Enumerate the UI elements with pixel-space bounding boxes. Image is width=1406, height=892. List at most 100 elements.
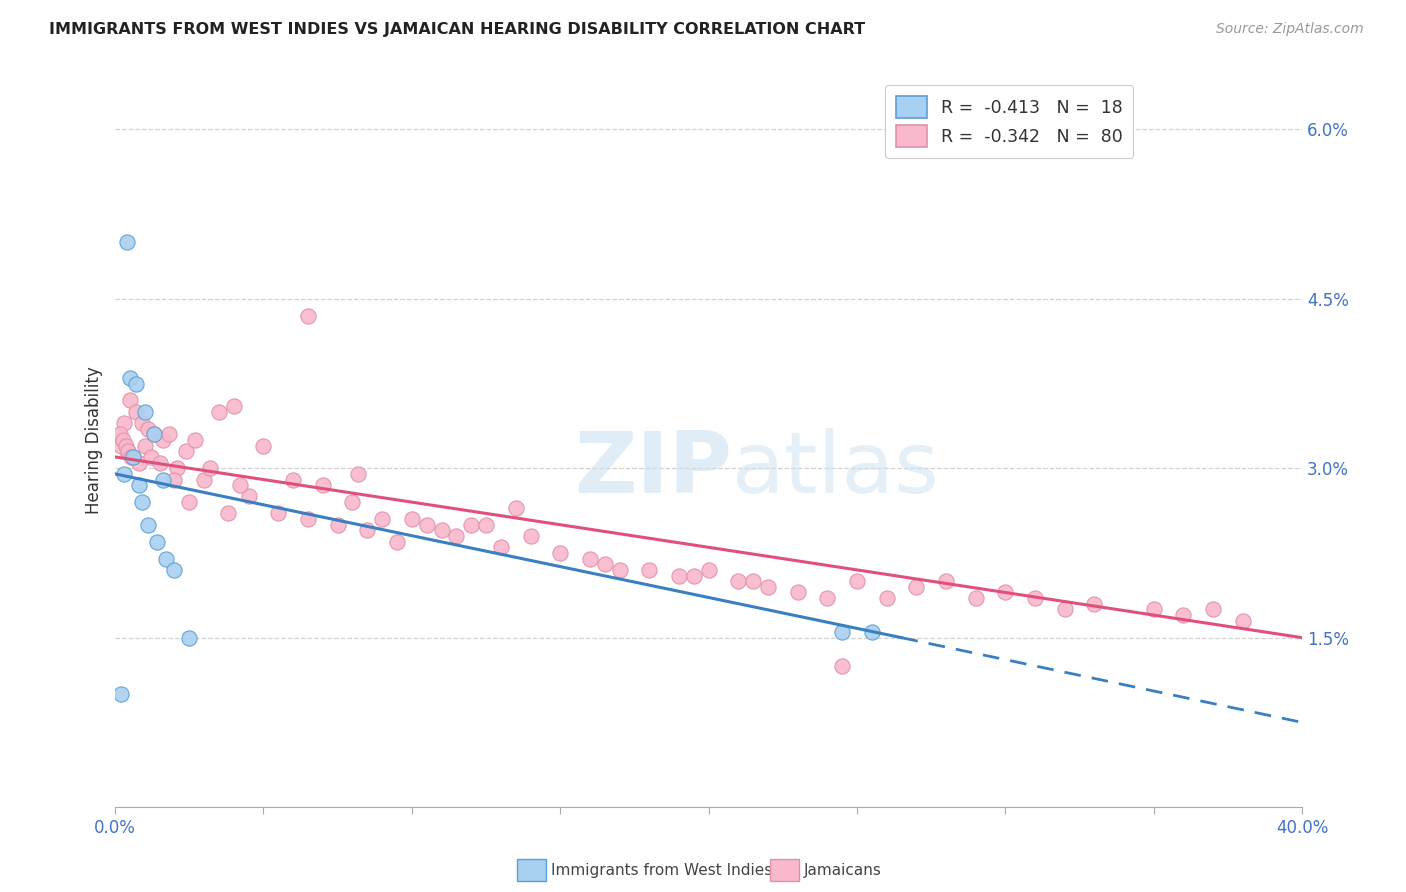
Point — [638, 563, 661, 577]
Point — [111, 433, 134, 447]
Point — [430, 524, 453, 538]
Point — [1024, 591, 1046, 606]
Point — [742, 574, 765, 589]
Point — [120, 450, 142, 464]
Point — [149, 456, 172, 470]
Point — [385, 534, 408, 549]
Point — [297, 512, 319, 526]
Point — [131, 416, 153, 430]
Text: atlas: atlas — [733, 428, 941, 511]
Point — [965, 591, 987, 606]
Point — [548, 546, 571, 560]
Point — [505, 500, 527, 515]
Text: ZIP: ZIP — [575, 428, 733, 511]
Point — [342, 495, 364, 509]
Point — [475, 517, 498, 532]
Point — [115, 235, 138, 250]
Point — [110, 687, 132, 701]
Point — [297, 309, 319, 323]
Point — [519, 529, 541, 543]
Point — [142, 427, 165, 442]
Point — [371, 512, 394, 526]
Point — [118, 393, 141, 408]
Point — [145, 534, 167, 549]
Point — [905, 580, 928, 594]
Point — [682, 568, 704, 582]
Point — [401, 512, 423, 526]
Point — [157, 427, 180, 442]
Legend: R =  -0.413   N =  18, R =  -0.342   N =  80: R = -0.413 N = 18, R = -0.342 N = 80 — [886, 86, 1133, 158]
Point — [876, 591, 898, 606]
Point — [609, 563, 631, 577]
Point — [415, 517, 437, 532]
Point — [786, 585, 808, 599]
Point — [198, 461, 221, 475]
Point — [193, 473, 215, 487]
Point — [1173, 608, 1195, 623]
Point — [267, 507, 290, 521]
Text: IMMIGRANTS FROM WEST INDIES VS JAMAICAN HEARING DISABILITY CORRELATION CHART: IMMIGRANTS FROM WEST INDIES VS JAMAICAN … — [49, 22, 865, 37]
Point — [179, 495, 201, 509]
Point — [112, 467, 135, 481]
Point — [831, 625, 853, 640]
Point — [125, 405, 148, 419]
Point — [115, 444, 138, 458]
Point — [326, 517, 349, 532]
Point — [283, 473, 305, 487]
Point — [108, 427, 131, 442]
Point — [697, 563, 720, 577]
Point — [347, 467, 370, 481]
Text: Jamaicans: Jamaicans — [804, 863, 882, 878]
Point — [815, 591, 838, 606]
Point — [935, 574, 957, 589]
Point — [208, 405, 231, 419]
Point — [222, 399, 245, 413]
Point — [136, 517, 159, 532]
Point — [142, 427, 165, 442]
Point — [1083, 597, 1105, 611]
Point — [110, 439, 132, 453]
Point — [166, 461, 188, 475]
Point — [155, 551, 177, 566]
Point — [122, 450, 145, 464]
Point — [1202, 602, 1225, 616]
Point — [163, 473, 186, 487]
Point — [152, 433, 174, 447]
Point — [131, 495, 153, 509]
Point — [460, 517, 482, 532]
Point — [136, 422, 159, 436]
Point — [163, 563, 186, 577]
Point — [845, 574, 868, 589]
Point — [176, 444, 198, 458]
Point — [356, 524, 378, 538]
Point — [217, 507, 239, 521]
Point — [312, 478, 335, 492]
Point — [1053, 602, 1076, 616]
Point — [489, 541, 512, 555]
Point — [117, 444, 139, 458]
Point — [831, 659, 853, 673]
Point — [994, 585, 1017, 599]
Point — [184, 433, 207, 447]
Point — [668, 568, 690, 582]
Point — [252, 439, 274, 453]
Point — [118, 371, 141, 385]
Point — [122, 450, 145, 464]
Text: Source: ZipAtlas.com: Source: ZipAtlas.com — [1216, 22, 1364, 37]
Point — [179, 631, 201, 645]
Point — [446, 529, 468, 543]
Point — [134, 439, 156, 453]
Point — [579, 551, 602, 566]
Point — [593, 558, 616, 572]
Point — [1232, 614, 1254, 628]
Point — [128, 478, 150, 492]
Point — [152, 473, 174, 487]
Point — [756, 580, 779, 594]
Y-axis label: Hearing Disability: Hearing Disability — [86, 366, 103, 514]
Point — [139, 450, 162, 464]
Point — [238, 490, 260, 504]
Text: Immigrants from West Indies: Immigrants from West Indies — [551, 863, 772, 878]
Point — [114, 439, 136, 453]
Point — [128, 456, 150, 470]
Point — [112, 416, 135, 430]
